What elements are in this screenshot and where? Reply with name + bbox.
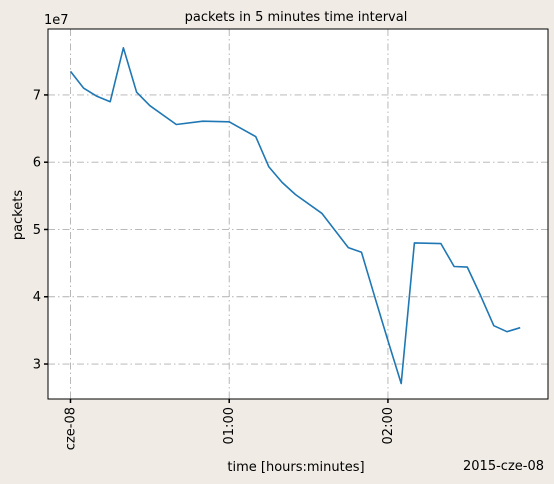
series-line: [69, 46, 521, 385]
y-offset-label: 1e7: [44, 13, 69, 28]
y-axis-ticks: 3 4 5 6 7: [33, 88, 48, 373]
x-tick-label: 02:00: [381, 407, 396, 444]
date-label: 2015-cze-08: [463, 459, 544, 474]
x-gridlines: [70, 29, 389, 399]
y-tick-label: 7: [33, 88, 41, 103]
y-tick-label: 5: [33, 223, 41, 238]
y-tick-label: 3: [33, 358, 41, 373]
chart-title: packets in 5 minutes time interval: [185, 10, 408, 25]
y-gridlines: [48, 94, 548, 365]
y-tick-label: 4: [33, 290, 41, 305]
y-axis-label: packets: [11, 190, 26, 241]
x-axis-label: time [hours:minutes]: [227, 460, 364, 475]
x-axis-ticks: cze-08 01:00 02:00: [63, 399, 396, 450]
plot-frame: [47, 28, 549, 400]
x-tick-label: 01:00: [222, 407, 237, 444]
plot-area: [48, 29, 548, 399]
y-tick-label: 6: [33, 156, 41, 171]
x-tick-label: cze-08: [63, 407, 78, 450]
